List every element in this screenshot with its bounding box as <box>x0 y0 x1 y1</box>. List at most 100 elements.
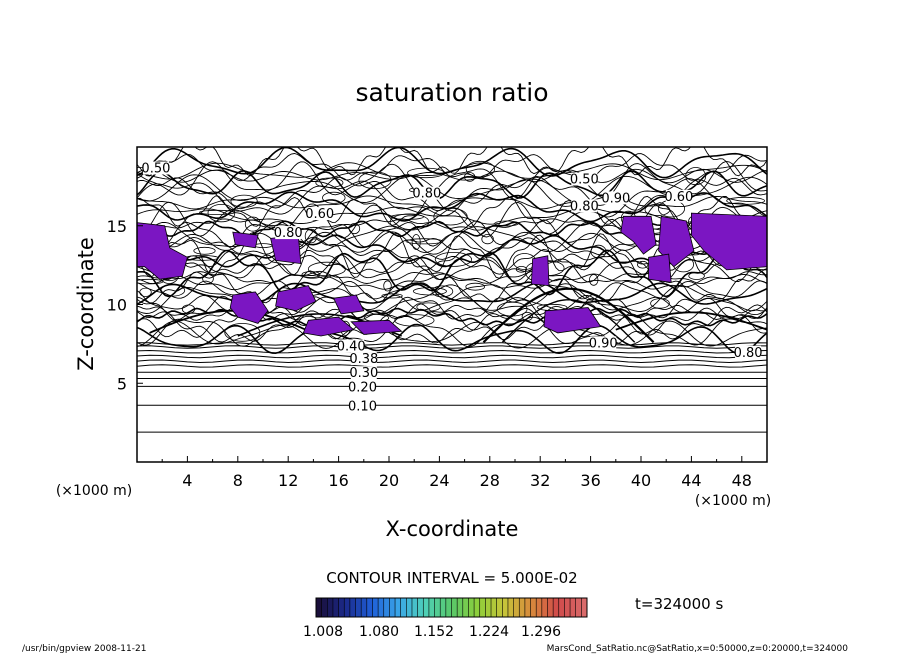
contour-line <box>137 349 767 354</box>
contour-loop <box>307 261 346 277</box>
contour-line <box>137 254 767 283</box>
contour-loop <box>590 244 607 259</box>
colorbar-swatch <box>366 598 373 617</box>
contour-loop <box>433 207 468 226</box>
x-tick-label: 32 <box>530 471 550 490</box>
contour-loop <box>685 167 707 186</box>
colorbar-tick-label: 1.008 <box>303 624 343 640</box>
contour-line <box>137 364 767 368</box>
supersaturated-region <box>543 307 602 334</box>
contour-label: 0.90 <box>601 191 630 206</box>
contour-line <box>137 345 767 349</box>
contour-label: 0.50 <box>141 162 170 177</box>
supersaturated-regions <box>137 212 767 337</box>
contour-loop <box>207 204 236 223</box>
colorbar-swatch <box>321 598 328 617</box>
colorbar-swatch <box>570 598 577 617</box>
colorbar-swatch <box>434 598 441 617</box>
contour-arc <box>482 287 655 344</box>
y-axis-label: Z-coordinate <box>74 237 98 371</box>
colorbar-swatch <box>395 598 402 617</box>
colorbar-swatch <box>417 598 424 617</box>
colorbar-swatch <box>423 598 430 617</box>
supersaturated-region <box>350 319 403 335</box>
colorbar-swatch <box>344 598 351 617</box>
contour-arc <box>501 299 636 343</box>
contour-loop <box>137 278 164 285</box>
colorbar-tick-label: 1.152 <box>414 624 454 640</box>
contour-loop <box>304 228 318 244</box>
contour-label: 0.60 <box>664 190 693 205</box>
colorbar-swatch <box>389 598 396 617</box>
colorbar-swatch <box>496 598 503 617</box>
contour-label-bg <box>350 352 377 366</box>
contour-loop <box>358 171 392 190</box>
colorbar-swatch <box>457 598 464 617</box>
contour-loop <box>726 196 765 205</box>
contour-label-bg <box>571 199 598 213</box>
colorbar-swatch <box>581 598 588 617</box>
contour-line <box>137 174 767 204</box>
contour-line <box>137 195 767 210</box>
contour-line <box>137 342 767 346</box>
x-tick-label: 40 <box>631 471 651 490</box>
supersaturated-region <box>620 215 657 255</box>
colorbar-tick-label: 1.224 <box>469 624 509 640</box>
colorbar-swatch <box>536 598 543 617</box>
x-tick-label: 44 <box>681 471 701 490</box>
contour-line <box>137 147 767 177</box>
colorbar-swatch <box>479 598 486 617</box>
contour-label: 0.10 <box>348 399 377 414</box>
colorbar-tick-label: 1.080 <box>359 624 399 640</box>
contour-loop <box>465 282 486 291</box>
x-tick-label: 28 <box>480 471 500 490</box>
contour-loop <box>160 284 186 297</box>
colorbar-swatch <box>553 598 560 617</box>
contour-loop <box>465 160 495 178</box>
contour-label-bg <box>590 336 617 350</box>
contour-line <box>137 354 767 359</box>
contour-loop <box>181 304 196 314</box>
contour-field <box>137 147 767 433</box>
x-tick-label: 48 <box>732 471 752 490</box>
colorbar-swatch <box>451 598 458 617</box>
colorbar-swatch <box>372 598 379 617</box>
contour-label: 0.80 <box>734 346 763 361</box>
contour-arc <box>615 311 767 331</box>
footer-right: MarsCond_SatRatio.nc@SatRatio,x=0:50000,… <box>547 644 849 654</box>
contour-label: 0.38 <box>349 352 378 367</box>
x-tick-label: 12 <box>278 471 298 490</box>
contour-label-bg <box>665 189 692 203</box>
colorbar-swatch <box>485 598 492 617</box>
contour-loop <box>481 234 494 245</box>
contour-label-bg <box>571 172 598 186</box>
contour-label: 0.80 <box>412 187 441 202</box>
contour-loop <box>637 260 649 269</box>
x-tick-label: 20 <box>379 471 399 490</box>
x-tick-label: 16 <box>328 471 348 490</box>
contour-line <box>137 153 767 182</box>
contour-loop <box>434 251 472 267</box>
x-unit-label: (×1000 m) <box>695 493 771 509</box>
colorbar-swatch <box>440 598 447 617</box>
plot-area: 0.100.200.300.380.400.500.500.600.600.80… <box>107 146 768 490</box>
colorbar-swatch <box>530 598 537 617</box>
contour-label-bg <box>306 207 333 221</box>
colorbar-swatch <box>513 598 520 617</box>
contour-line <box>137 307 767 345</box>
colorbar-swatch <box>541 598 548 617</box>
contour-line <box>137 168 767 184</box>
contour-label: 0.60 <box>305 207 334 222</box>
colorbar-swatch <box>332 598 339 617</box>
contour-label-bg <box>602 191 629 205</box>
colorbar-swatch <box>338 598 345 617</box>
colorbar-tick-label: 1.296 <box>521 624 561 640</box>
contour-line <box>137 175 767 212</box>
contour-loop <box>139 287 152 297</box>
y-tick-label: 5 <box>117 374 127 393</box>
supersaturated-region <box>530 255 550 287</box>
colorbar-swatch <box>462 598 469 617</box>
contour-loop <box>390 213 424 220</box>
colorbar-swatch <box>327 598 334 617</box>
